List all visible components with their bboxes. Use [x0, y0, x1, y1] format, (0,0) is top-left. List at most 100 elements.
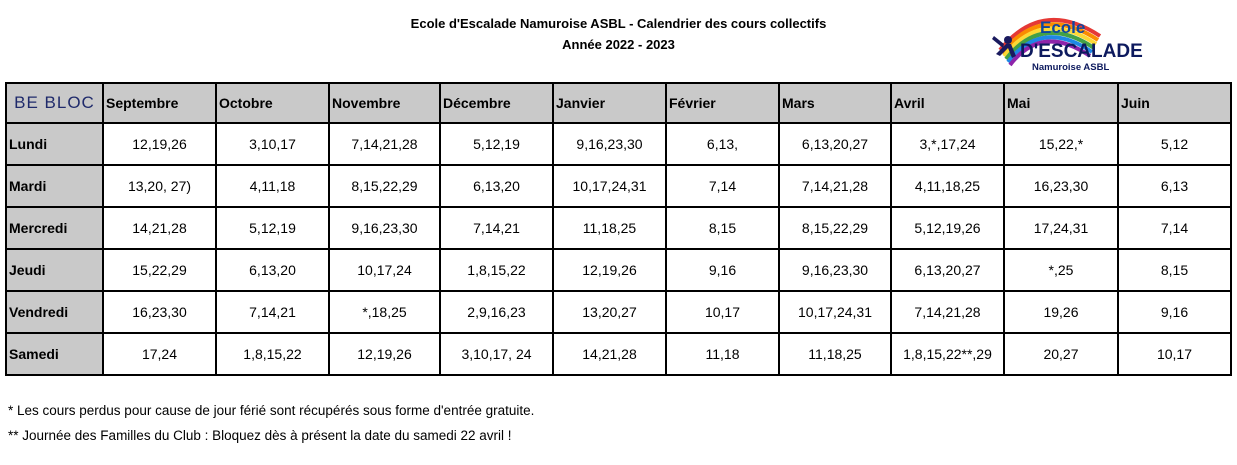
day-label: Samedi: [5, 332, 104, 376]
date-cell: 10,17: [1117, 332, 1232, 376]
date-cell: 6,13: [1117, 164, 1232, 208]
day-label: Mardi: [5, 164, 104, 208]
date-cell: 7,14,21: [215, 290, 330, 334]
month-header: Mars: [778, 82, 892, 124]
date-cell: 7,14,21,28: [778, 164, 892, 208]
date-cell: 16,23,30: [1003, 164, 1119, 208]
date-cell: 6,13,: [665, 122, 780, 166]
date-cell: 12,19,26: [552, 248, 667, 292]
footnote-family-day: ** Journée des Familles du Club : Bloque…: [8, 428, 512, 443]
date-cell: 10,17: [665, 290, 780, 334]
date-cell: 17,24: [102, 332, 217, 376]
date-cell: 13,20, 27): [102, 164, 217, 208]
date-cell: 6,13,20,27: [778, 122, 892, 166]
date-cell: 13,20,27: [552, 290, 667, 334]
logo-word-ecole: Ecole: [1040, 18, 1085, 37]
date-cell: 6,13,20: [215, 248, 330, 292]
logo-word-namuroise: Namuroise ASBL: [1032, 62, 1109, 73]
date-cell: 9,16,23,30: [552, 122, 667, 166]
date-cell: 12,19,26: [102, 122, 217, 166]
date-cell: 17,24,31: [1003, 206, 1119, 250]
climber-icon: [992, 36, 1016, 58]
date-cell: 9,16,23,30: [328, 206, 441, 250]
date-cell: 7,14,21: [439, 206, 554, 250]
date-cell: 10,17,24: [328, 248, 441, 292]
date-cell: 19,26: [1003, 290, 1119, 334]
date-cell: 15,22,*: [1003, 122, 1119, 166]
day-label: Jeudi: [5, 248, 104, 292]
day-label: Lundi: [5, 122, 104, 166]
date-cell: 7,14: [1117, 206, 1232, 250]
date-cell: 11,18,25: [552, 206, 667, 250]
month-header: Septembre: [102, 82, 217, 124]
rainbow-arc-6: [1008, 39, 1092, 67]
date-cell: 10,17,24,31: [552, 164, 667, 208]
day-label: Mercredi: [5, 206, 104, 250]
table-row: Lundi 12,19,26 3,10,17 7,14,21,28 5,12,19 9,1…: [5, 122, 1232, 166]
table-row: Mercredi 14,21,28 5,12,19 9,16,23,30 7,14,21…: [5, 206, 1232, 250]
date-cell: 9,16: [665, 248, 780, 292]
date-cell: 5,12,19: [439, 122, 554, 166]
table-row: Vendredi 16,23,30 7,14,21 *,18,25 2,9,16,23 1…: [5, 290, 1232, 334]
month-header: Février: [665, 82, 780, 124]
date-cell: 15,22,29: [102, 248, 217, 292]
month-header: Décembre: [439, 82, 554, 124]
date-cell: 8,15: [665, 206, 780, 250]
rainbow-arc-4: [1004, 30, 1096, 61]
day-label: Vendredi: [5, 290, 104, 334]
date-cell: 2,9,16,23: [439, 290, 554, 334]
rainbow-arc-3: [1002, 26, 1098, 58]
schedule-body: Lundi 12,19,26 3,10,17 7,14,21,28 5,12,19 9,1…: [5, 122, 1232, 376]
club-logo: Ecole D'ESCALADE Namuroise ASBL: [992, 17, 1143, 73]
footnote-holidays: * Les cours perdus pour cause de jour fé…: [8, 403, 535, 418]
month-header: Avril: [890, 82, 1005, 124]
date-cell: 9,16,23,30: [778, 248, 892, 292]
date-cell: 16,23,30: [102, 290, 217, 334]
date-cell: 4,11,18: [215, 164, 330, 208]
date-cell: 7,14,21,28: [328, 122, 441, 166]
date-cell: 14,21,28: [552, 332, 667, 376]
table-row: Mardi 13,20, 27) 4,11,18 8,15,22,29 6,13,20 1…: [5, 164, 1232, 208]
date-cell: 5,12,19,26: [890, 206, 1005, 250]
date-cell: 9,16: [1117, 290, 1232, 334]
month-header: Janvier: [552, 82, 667, 124]
page-title: Ecole d'Escalade Namuroise ASBL - Calend…: [410, 16, 827, 31]
date-cell: 1,8,15,22**,29: [890, 332, 1005, 376]
date-cell: 6,13,20: [439, 164, 554, 208]
date-cell: 1,8,15,22: [215, 332, 330, 376]
date-cell: *,25: [1003, 248, 1119, 292]
date-cell: 10,17,24,31: [778, 290, 892, 334]
date-cell: 3,10,17: [215, 122, 330, 166]
date-cell: 5,12,19: [215, 206, 330, 250]
logo-word-escalade: D'ESCALADE: [1020, 41, 1143, 62]
date-cell: 11,18: [665, 332, 780, 376]
date-cell: *,18,25: [328, 290, 441, 334]
month-header-row: BE BLOC Septembre Octobre Novembre Décembre…: [5, 82, 1232, 124]
table-row: Jeudi 15,22,29 6,13,20 10,17,24 1,8,15,22 12,…: [5, 248, 1232, 292]
month-header: Novembre: [328, 82, 441, 124]
date-cell: 8,15,22,29: [328, 164, 441, 208]
date-cell: 3,*,17,24: [890, 122, 1005, 166]
page-subtitle: Année 2022 - 2023: [562, 37, 675, 52]
date-cell: 20,27: [1003, 332, 1119, 376]
date-cell: 1,8,15,22: [439, 248, 554, 292]
schedule-table: BE BLOC Septembre Octobre Novembre Décembre…: [5, 82, 1232, 376]
date-cell: 5,12: [1117, 122, 1232, 166]
date-cell: 4,11,18,25: [890, 164, 1005, 208]
month-header: Octobre: [215, 82, 330, 124]
month-header: Mai: [1003, 82, 1119, 124]
date-cell: 12,19,26: [328, 332, 441, 376]
rainbow-arc-5: [1006, 35, 1094, 64]
date-cell: 7,14: [665, 164, 780, 208]
month-header: Juin: [1117, 82, 1232, 124]
table-row: Samedi 17,24 1,8,15,22 12,19,26 3,10,17, 24 1…: [5, 332, 1232, 376]
date-cell: 8,15: [1117, 248, 1232, 292]
date-cell: 6,13,20,27: [890, 248, 1005, 292]
date-cell: 7,14,21,28: [890, 290, 1005, 334]
rainbow-arc-2: [1000, 22, 1100, 55]
date-cell: 3,10,17, 24: [439, 332, 554, 376]
date-cell: 8,15,22,29: [778, 206, 892, 250]
date-cell: 14,21,28: [102, 206, 217, 250]
corner-label: BE BLOC: [5, 82, 104, 124]
date-cell: 11,18,25: [778, 332, 892, 376]
